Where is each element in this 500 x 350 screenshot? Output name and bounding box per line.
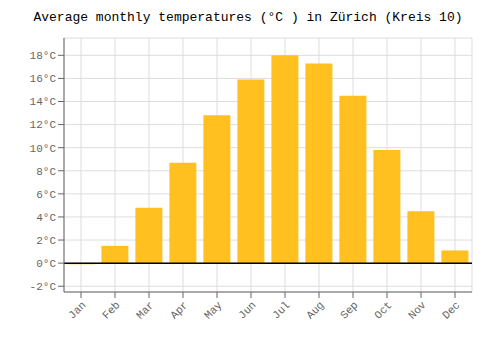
svg-text:6°C: 6°C xyxy=(36,189,56,201)
svg-text:14°C: 14°C xyxy=(30,96,57,108)
svg-text:4°C: 4°C xyxy=(36,212,56,224)
svg-text:Jul: Jul xyxy=(270,299,292,321)
svg-text:16°C: 16°C xyxy=(30,73,57,85)
svg-text:Apr: Apr xyxy=(168,299,190,321)
svg-text:Feb: Feb xyxy=(100,299,122,321)
svg-text:May: May xyxy=(202,299,225,322)
svg-text:Jan: Jan xyxy=(66,299,88,321)
svg-text:18°C: 18°C xyxy=(30,50,57,62)
svg-text:Jun: Jun xyxy=(236,299,258,321)
svg-text:0°C: 0°C xyxy=(36,258,56,270)
svg-text:12°C: 12°C xyxy=(30,119,57,131)
svg-text:Mar: Mar xyxy=(134,299,156,321)
svg-text:10°C: 10°C xyxy=(30,143,57,155)
svg-text:-2°C: -2°C xyxy=(30,281,57,293)
svg-text:Nov: Nov xyxy=(406,299,429,322)
svg-text:Oct: Oct xyxy=(372,299,394,321)
svg-text:Sep: Sep xyxy=(338,299,360,321)
svg-text:8°C: 8°C xyxy=(36,166,56,178)
svg-text:2°C: 2°C xyxy=(36,235,56,247)
svg-text:Aug: Aug xyxy=(304,299,326,321)
svg-text:Dec: Dec xyxy=(440,299,462,321)
html-text:Average monthly temperatures (: Average monthly temperatures (°C ) in Zü… xyxy=(33,10,463,25)
